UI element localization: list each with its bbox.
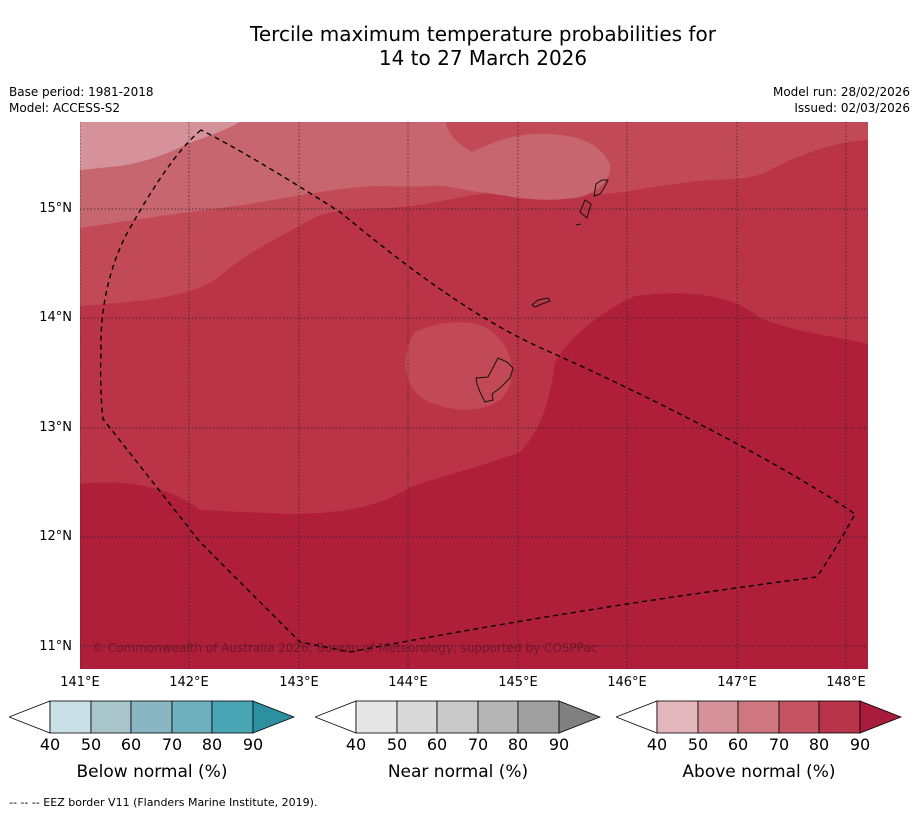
- near-cell-70-80: [477, 700, 519, 734]
- above-cell-80-90: [818, 700, 861, 734]
- below-cell-50-60: [90, 700, 132, 734]
- above-tick-60: 60: [727, 735, 749, 754]
- near-cell-40-50: [355, 700, 398, 734]
- near-tick-60: 60: [426, 735, 448, 754]
- near-tick-50: 50: [386, 735, 408, 754]
- title-line-1: Tercile maximum temperature probabilitie…: [250, 22, 716, 46]
- island-saipan: [593, 179, 609, 197]
- below-tick-50: 50: [80, 735, 102, 754]
- title-line-2: 14 to 27 March 2026: [378, 46, 588, 70]
- island-tinian: [579, 199, 592, 219]
- above-tick-80: 80: [808, 735, 830, 754]
- above-tick-70: 70: [768, 735, 790, 754]
- below-tick-70: 70: [161, 735, 183, 754]
- lon-label-142e: 142°E: [169, 675, 209, 690]
- issued-date: Issued: 02/03/2026: [794, 101, 910, 115]
- above-tick-40: 40: [646, 735, 668, 754]
- lon-label-148e: 148°E: [826, 675, 866, 690]
- above-cell-under: [616, 700, 658, 734]
- near-cell-over: [558, 700, 601, 734]
- meta-left: Base period: 1981-2018 Model: ACCESS-S2: [9, 84, 154, 116]
- near-tick-80: 80: [507, 735, 529, 754]
- island-guam: [475, 357, 514, 403]
- lat-label-11n: 11°N: [39, 639, 72, 654]
- map-gridlines: [80, 122, 868, 669]
- lon-label-146e: 146°E: [607, 675, 647, 690]
- meta-right: Model run: 28/02/2026 Issued: 02/03/2026: [773, 84, 910, 116]
- below-tick-40: 40: [39, 735, 61, 754]
- below-cell-over: [252, 700, 295, 734]
- lon-label-143e: 143°E: [279, 675, 319, 690]
- below-tick-60: 60: [120, 735, 142, 754]
- near-normal-label: Near normal (%): [387, 762, 529, 782]
- lon-label-144e: 144°E: [388, 675, 428, 690]
- region-above-70-80: [80, 122, 611, 228]
- below-cell-under: [9, 700, 51, 734]
- near-tick-40: 40: [345, 735, 367, 754]
- lon-label-147e: 147°E: [717, 675, 757, 690]
- near-cell-50-60: [396, 700, 438, 734]
- above-cell-40-50: [656, 700, 699, 734]
- eez-footnote: -- -- -- EEZ border V11 (Flanders Marine…: [9, 796, 318, 809]
- above-tick-50: 50: [687, 735, 709, 754]
- below-cell-80-90: [211, 700, 254, 734]
- colorbar-below: [9, 700, 295, 734]
- near-cell-under: [315, 700, 357, 734]
- above-cell-60-70: [737, 700, 780, 734]
- lon-label-141e: 141°E: [60, 675, 100, 690]
- colorbar-above: [616, 700, 902, 734]
- lat-label-13n: 13°N: [39, 420, 72, 435]
- lon-label-145e: 145°E: [498, 675, 538, 690]
- near-tick-70: 70: [467, 735, 489, 754]
- colorbar-near: [315, 700, 601, 734]
- above-cell-70-80: [778, 700, 820, 734]
- region-above-60-70: [80, 122, 240, 170]
- above-cell-over: [859, 700, 902, 734]
- copyright-notice: © Commonwealth of Australia 2026, Bureau…: [92, 641, 598, 655]
- near-cell-80-90: [517, 700, 560, 734]
- island-rota: [531, 297, 551, 308]
- probability-map: [80, 122, 868, 669]
- near-tick-90: 90: [548, 735, 570, 754]
- region-above-80-90-blob: [405, 322, 512, 410]
- model-run: Model run: 28/02/2026: [772, 85, 910, 99]
- base-period: Base period: 1981-2018: [9, 85, 154, 99]
- chart-title: Tercile maximum temperature probabilitie…: [0, 22, 919, 70]
- above-normal-label: Above normal (%): [682, 762, 836, 782]
- lat-label-14n: 14°N: [39, 310, 72, 325]
- above-tick-90: 90: [849, 735, 871, 754]
- below-cell-40-50: [49, 700, 92, 734]
- lat-label-15n: 15°N: [39, 201, 72, 216]
- below-tick-90: 90: [242, 735, 264, 754]
- near-cell-60-70: [436, 700, 479, 734]
- below-tick-80: 80: [201, 735, 223, 754]
- below-cell-60-70: [130, 700, 173, 734]
- model-name: Model: ACCESS-S2: [9, 101, 121, 115]
- map-panel: © Commonwealth of Australia 2026, Bureau…: [80, 122, 868, 669]
- islands: [475, 179, 609, 403]
- lat-label-12n: 12°N: [39, 529, 72, 544]
- island-aguijan: [575, 223, 582, 226]
- above-cell-50-60: [697, 700, 739, 734]
- below-normal-label: Below normal (%): [76, 762, 228, 782]
- below-cell-70-80: [171, 700, 213, 734]
